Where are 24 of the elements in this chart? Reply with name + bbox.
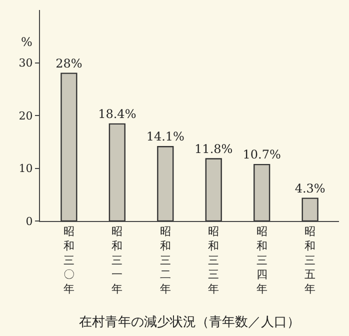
text: 在村青年の減少状況（青年数／人口） (79, 315, 300, 330)
x-tick-label: 昭和三一年 (112, 225, 123, 296)
y-tick-label: 30 (18, 56, 33, 70)
x-tick-label: 昭和三四年 (256, 225, 268, 296)
bar (157, 146, 174, 221)
data-label: 11.8% (194, 142, 233, 156)
x-tick-label: 昭和三三年 (208, 225, 220, 296)
data-label: 14.1% (146, 130, 184, 144)
x-tick-label: 昭和三〇年 (63, 225, 74, 296)
y-tick-label: 10 (18, 162, 33, 176)
x-tick-label: 昭和三五年 (304, 225, 316, 296)
bar (302, 198, 318, 221)
y-axis-title: % (21, 35, 32, 49)
bar (108, 123, 126, 221)
data-label: 18.4% (98, 106, 136, 121)
bar (60, 72, 78, 221)
data-label: 10.7% (242, 148, 281, 162)
bar (254, 164, 270, 221)
y-tick-label: 0 (26, 214, 33, 228)
y-tick-label: 20 (18, 109, 33, 122)
x-tick-label: 昭和三二年 (160, 225, 171, 296)
bar (205, 158, 222, 221)
data-label: 4.3% (294, 181, 326, 196)
data-label: 28% (56, 56, 82, 70)
